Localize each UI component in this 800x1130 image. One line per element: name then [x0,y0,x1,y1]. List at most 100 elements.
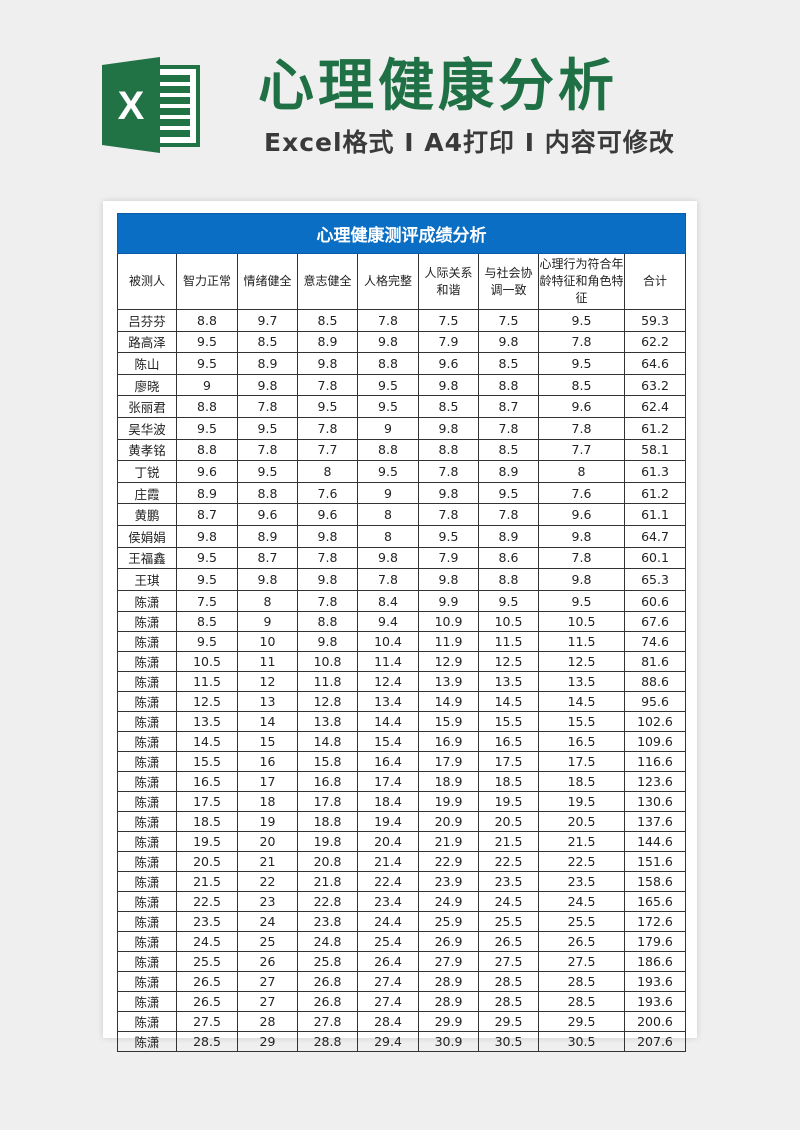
cell-score: 12.4 [357,671,419,693]
cell-name: 陈潇 [117,751,177,773]
cell-score: 7.8 [538,330,625,354]
cell-score: 24.4 [357,911,419,933]
cell-name: 陈潇 [117,731,177,753]
cell-score: 9 [176,373,238,397]
cell-score: 14.5 [538,691,625,713]
cell-score: 9.5 [176,568,238,591]
cell-score: 12.5 [478,651,539,673]
cell-total: 61.2 [624,416,686,440]
cell-total: 123.6 [624,771,686,793]
column-header: 人格完整 [357,253,419,310]
cell-score: 19 [237,811,298,833]
cell-score: 27.8 [297,1011,358,1033]
cell-score: 19.5 [176,831,238,853]
cell-score: 9.7 [237,309,298,332]
cell-total: 207.6 [624,1031,686,1053]
cell-score: 15.5 [478,711,539,733]
logo-letter: X [118,84,145,128]
cell-score: 18.9 [418,771,479,793]
cell-score: 23.5 [176,911,238,933]
cell-score: 28.5 [176,1031,238,1053]
cell-score: 9.5 [538,589,625,613]
cell-score: 11.5 [538,631,625,653]
cell-score: 8.7 [176,503,238,526]
cell-score: 12.5 [176,691,238,713]
cell-total: 61.3 [624,460,686,483]
cell-score: 23.4 [357,891,419,913]
cell-score: 12 [237,671,298,693]
table-row: 陈潇 11.5 12 11.8 12.4 13.9 13.5 13.5 88.6 [117,671,686,693]
cell-total: 59.3 [624,309,686,332]
table-row: 陈潇 24.5 25 24.8 25.4 26.9 26.5 26.5 179.6 [117,931,686,953]
cell-score: 9.5 [538,309,625,332]
cell-name: 张丽君 [117,395,177,418]
cell-score: 29.5 [478,1011,539,1033]
cell-name: 陈潇 [117,871,177,893]
table-row: 陈潇 8.5 9 8.8 9.4 10.9 10.5 10.5 67.6 [117,611,686,633]
cell-score: 11.4 [357,651,419,673]
cell-score: 9.8 [237,373,298,397]
cell-score: 9.8 [176,524,238,548]
column-header: 与社会协调一致 [478,253,539,310]
cell-score: 8.5 [237,330,298,354]
cell-score: 9.8 [357,330,419,354]
cell-score: 28.5 [478,971,539,993]
cell-score: 16.9 [418,731,479,753]
cell-score: 9.5 [418,524,479,548]
table-row: 黄孝铭 8.8 7.8 7.7 8.8 8.8 8.5 7.7 58.1 [117,438,686,462]
cell-name: 陈潇 [117,831,177,853]
cell-score: 28.9 [418,991,479,1013]
cell-total: 116.6 [624,751,686,773]
cell-total: 81.6 [624,651,686,673]
cell-score: 10.5 [176,651,238,673]
cell-name: 陈潇 [117,851,177,873]
cell-score: 22.5 [538,851,625,873]
cell-score: 10.8 [297,651,358,673]
cell-score: 30.9 [418,1031,479,1053]
table-row: 陈潇 15.5 16 15.8 16.4 17.9 17.5 17.5 116.6 [117,751,686,773]
cell-score: 21.5 [176,871,238,893]
cell-score: 8.5 [418,395,479,418]
cell-score: 7.8 [418,503,479,526]
cell-score: 27 [237,971,298,993]
cell-score: 13 [237,691,298,713]
table-row: 吴华波 9.5 9.5 7.8 9 9.8 7.8 7.8 61.2 [117,416,686,440]
cell-score: 8.9 [478,460,539,483]
cell-score: 11.5 [176,671,238,693]
cell-total: 193.6 [624,971,686,993]
table-row: 陈潇 25.5 26 25.8 26.4 27.9 27.5 27.5 186.6 [117,951,686,973]
cell-score: 8.5 [478,352,539,375]
cell-score: 9.5 [176,631,238,653]
cell-name: 王琪 [117,568,177,591]
cell-score: 9.5 [478,481,539,505]
score-table: 心理健康测评成绩分析 被测人 智力正常 情绪健全 意志健全 人格完整 人际关系和谐 与社会协… [117,213,686,1053]
cell-score: 24.5 [478,891,539,913]
cell-score: 25 [237,931,298,953]
table-header-row: 被测人 智力正常 情绪健全 意志健全 人格完整 人际关系和谐 与社会协调一致 心理行为符合年龄… [117,253,686,310]
cell-score: 15.5 [538,711,625,733]
cell-total: 95.6 [624,691,686,713]
cell-total: 102.6 [624,711,686,733]
column-header: 心理行为符合年龄特征和角色特征 [538,253,625,310]
cell-total: 165.6 [624,891,686,913]
cell-score: 9.8 [418,373,479,397]
cell-score: 26.4 [357,951,419,973]
cell-score: 14.5 [478,691,539,713]
cell-score: 27.5 [176,1011,238,1033]
table-row: 陈潇 7.5 8 7.8 8.4 9.9 9.5 9.5 60.6 [117,589,686,613]
cell-score: 20.9 [418,811,479,833]
cell-score: 16.8 [297,771,358,793]
column-header: 合计 [624,253,686,310]
cell-name: 陈潇 [117,771,177,793]
cell-score: 7.7 [538,438,625,462]
cell-score: 7.5 [478,309,539,332]
cell-score: 26.8 [297,991,358,1013]
cell-score: 7.8 [538,546,625,570]
excel-logo-icon: X [102,57,202,153]
cell-score: 24.5 [176,931,238,953]
cell-score: 9.5 [478,589,539,613]
cell-score: 9 [237,611,298,633]
cell-score: 8.7 [478,395,539,418]
cell-score: 8 [538,460,625,483]
cell-score: 25.9 [418,911,479,933]
